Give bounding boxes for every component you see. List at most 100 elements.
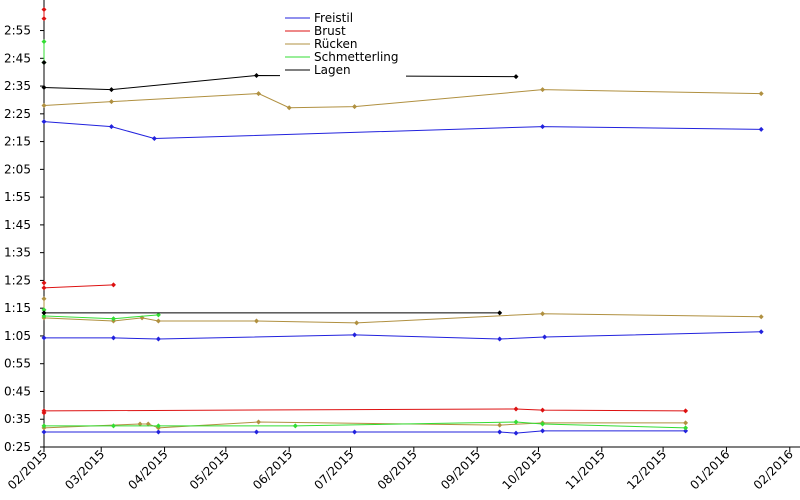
y-tick-label: 1:05: [4, 329, 31, 343]
data-point: [354, 320, 360, 326]
data-point: [286, 105, 292, 111]
x-tick-label: 08/2015: [375, 447, 420, 492]
x-tick-label: 05/2015: [187, 447, 232, 492]
data-point: [110, 316, 116, 322]
data-point: [513, 406, 519, 412]
data-point: [352, 104, 358, 110]
y-tick-label: 1:45: [4, 218, 31, 232]
x-tick-label: 10/2015: [499, 447, 544, 492]
data-point: [540, 124, 546, 130]
data-point: [497, 336, 503, 342]
series-line: [44, 430, 686, 434]
data-point: [41, 6, 47, 12]
data-point: [41, 429, 47, 435]
y-tick-label: 1:55: [4, 190, 31, 204]
data-point: [145, 421, 151, 427]
data-point: [497, 429, 503, 435]
series-line: [43, 408, 686, 413]
y-tick-label: 1:25: [4, 273, 31, 287]
data-point: [155, 429, 161, 435]
data-point: [41, 307, 47, 313]
legend-label: Freistil: [314, 11, 353, 25]
legend-label: Rücken: [314, 37, 358, 51]
x-tick-label: 04/2015: [126, 447, 171, 492]
y-tick-label: 2:15: [4, 135, 31, 149]
data-point: [540, 87, 546, 93]
data-point: [540, 311, 546, 317]
y-tick-label: 0:25: [4, 440, 31, 454]
data-point: [108, 87, 114, 93]
data-point: [41, 296, 47, 302]
data-point: [41, 335, 47, 341]
data-point: [256, 419, 262, 425]
x-tick-label: 06/2015: [250, 447, 295, 492]
x-tick-label: 01/2016: [687, 447, 732, 492]
y-tick-label: 2:55: [4, 24, 31, 38]
data-point: [542, 334, 548, 340]
data-point: [540, 407, 546, 413]
data-point: [110, 423, 116, 429]
x-tick-label: 02/2016: [751, 447, 796, 492]
legend-box: [280, 10, 406, 80]
data-point: [110, 335, 116, 341]
x-tick-label: 03/2015: [62, 447, 107, 492]
data-point: [155, 423, 161, 429]
data-point: [683, 428, 689, 434]
data-point: [758, 91, 764, 97]
x-tick-label: 12/2015: [624, 447, 669, 492]
data-point: [41, 423, 47, 429]
data-point: [253, 429, 259, 435]
data-point: [110, 282, 116, 288]
data-point: [155, 336, 161, 342]
y-tick-label: 1:15: [4, 301, 31, 315]
y-tick-label: 0:55: [4, 357, 31, 371]
data-point: [41, 119, 47, 125]
data-point: [497, 422, 503, 428]
x-tick-label: 09/2015: [438, 447, 483, 492]
x-tick-label: 07/2015: [311, 447, 356, 492]
legend-label: Brust: [314, 24, 346, 38]
data-point: [41, 285, 47, 291]
data-point: [497, 310, 503, 316]
data-point: [155, 318, 161, 324]
data-point: [758, 329, 764, 335]
data-point: [41, 39, 47, 45]
series-line: [44, 331, 762, 340]
series-line: [43, 298, 762, 324]
data-point: [41, 408, 47, 414]
y-tick-label: 0:45: [4, 384, 31, 398]
data-point: [352, 332, 358, 338]
data-point: [41, 103, 47, 109]
data-point: [253, 318, 259, 324]
series-line: [43, 121, 762, 140]
data-point: [513, 419, 519, 425]
data-point: [155, 312, 161, 318]
y-tick-label: 2:35: [4, 79, 31, 93]
data-point: [256, 91, 262, 97]
data-point: [108, 124, 114, 130]
data-point: [108, 99, 114, 105]
data-point: [292, 423, 298, 429]
data-point: [41, 16, 47, 22]
data-point: [137, 421, 143, 427]
data-point: [41, 310, 47, 316]
series-line: [43, 62, 516, 91]
data-point: [41, 84, 47, 90]
data-point: [540, 428, 546, 434]
data-point: [540, 421, 546, 427]
series-line: [43, 282, 114, 289]
y-tick-label: 2:45: [4, 51, 31, 65]
legend-label: Schmetterling: [314, 50, 399, 64]
y-tick-label: 2:25: [4, 107, 31, 121]
data-point: [758, 314, 764, 320]
data-point: [41, 313, 47, 319]
data-point: [41, 280, 47, 286]
legend-label: Lagen: [314, 63, 351, 77]
series-line: [43, 89, 762, 109]
data-point: [41, 59, 47, 65]
y-tick-label: 1:35: [4, 246, 31, 260]
data-point: [513, 430, 519, 436]
data-point: [683, 420, 689, 426]
data-point: [253, 73, 259, 79]
